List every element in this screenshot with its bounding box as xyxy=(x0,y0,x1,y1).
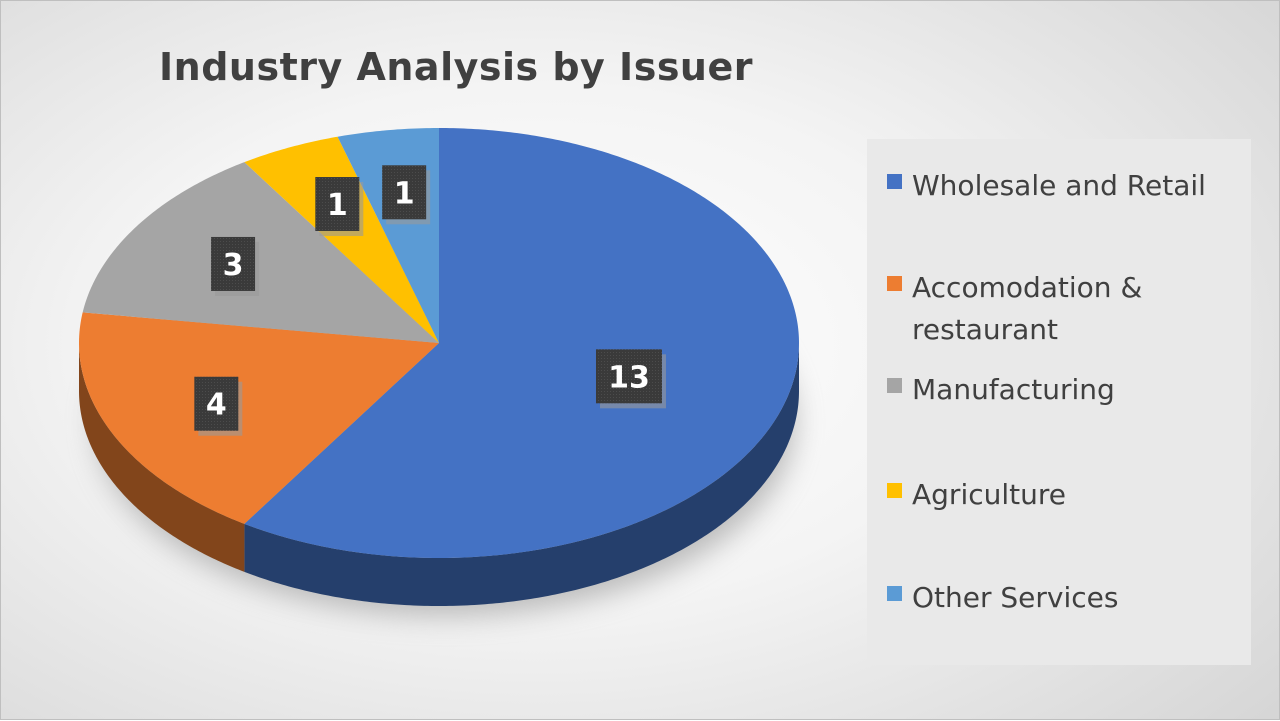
slice-side-accomodation-restaurant xyxy=(79,343,245,572)
chart-title: Industry Analysis by Issuer xyxy=(159,45,754,89)
slice-accomodation-restaurant[interactable] xyxy=(79,312,439,524)
slice-side-wholesale-and-retail xyxy=(244,343,799,606)
legend-item-manufacturing: Manufacturing xyxy=(887,369,1242,411)
data-label-other-services: 1 xyxy=(382,165,431,225)
slice-manufacturing[interactable] xyxy=(82,162,439,343)
svg-text:1: 1 xyxy=(394,176,415,211)
svg-text:1: 1 xyxy=(327,188,348,223)
legend-swatch xyxy=(887,174,902,189)
legend-swatch xyxy=(887,586,902,601)
data-label-agriculture: 1 xyxy=(315,177,364,237)
svg-text:4: 4 xyxy=(206,388,227,423)
legend-label: Wholesale and Retail xyxy=(912,169,1206,202)
legend-label: Other Services xyxy=(912,581,1119,614)
svg-text:3: 3 xyxy=(223,248,244,283)
data-label-manufacturing: 3 xyxy=(211,236,260,296)
legend-swatch xyxy=(887,276,902,291)
legend: Wholesale and Retail Accomodation & resta… xyxy=(867,139,1251,665)
data-label-wholesale-and-retail: 13 xyxy=(595,349,666,409)
legend-item-wholesale-and-retail: Wholesale and Retail xyxy=(887,165,1242,207)
slice-agriculture[interactable] xyxy=(244,136,439,343)
legend-label: Agriculture xyxy=(912,478,1066,511)
legend-swatch xyxy=(887,483,902,498)
legend-item-other-services: Other Services xyxy=(887,577,1242,619)
slice-wholesale-and-retail[interactable] xyxy=(244,128,799,558)
legend-swatch xyxy=(887,378,902,393)
pie-chart: 13 4 3 1 1 xyxy=(79,128,799,616)
svg-text:13: 13 xyxy=(608,360,650,395)
legend-item-agriculture: Agriculture xyxy=(887,474,1242,516)
legend-item-accomodation-restaurant: Accomodation & restaurant xyxy=(887,267,1242,351)
legend-label: Manufacturing xyxy=(912,373,1115,406)
data-label-accomodation-restaurant: 4 xyxy=(194,376,243,436)
legend-label: Accomodation & restaurant xyxy=(912,271,1143,346)
